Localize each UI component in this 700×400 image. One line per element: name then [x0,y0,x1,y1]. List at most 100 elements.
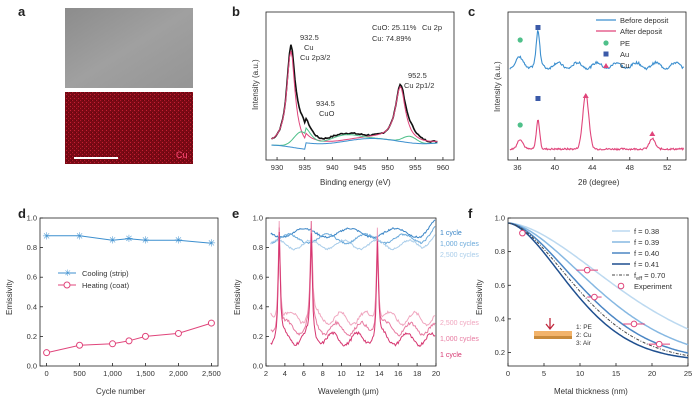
xps-x-tick-label: 940 [326,163,339,172]
xps-envelope-curve [271,44,438,143]
panel-e: 2 4 6 8 10 12 14 16 18 20 0.0 0.2 0.4 0.6 0.8 1.0 Emiss… [233,214,479,397]
xps-annotation-932-value: 932.5 [300,33,319,42]
e-y-tick-label: 0.4 [253,302,263,311]
legend-feff: feff = 0.70 [634,271,665,282]
d-heating-point [76,341,84,349]
d-cooling-point: ✳ [174,236,182,247]
legend-au-marker [603,51,609,57]
legend-cu: Cu [620,61,630,70]
xps-x-tick-label: 960 [437,163,450,172]
axis-ticks-e: 2 4 6 8 10 12 14 16 18 20 0.0 0.2 0.4 0.6 0.8 1.0 [253,214,441,379]
e-x-tick-label: 20 [432,369,440,378]
xps-xlabel: Binding energy (eV) [320,178,391,187]
panel-d: 0 500 1,000 1,500 2,000 2,500 0.0 0.2 0.4 0.6 0.8 1… [5,214,221,397]
f-y-tick-label: 0.8 [495,247,505,256]
panel-letter-e: e [232,206,239,221]
inset-label-air: 3: Air [576,340,592,347]
e-y-tick-label: 0.6 [253,273,263,282]
legend-cu-marker [603,63,609,68]
xps-annotation-932-orbital: Cu 2p3/2 [300,53,330,62]
f-model-curve [507,222,689,330]
axis-ticks-f: 0 5 10 15 20 25 0.2 0.4 0.6 0.8 1.0 [495,214,693,379]
xrd-before-curve [509,30,685,71]
plot-frame-d [39,217,219,367]
xps-legend-cu: Cu: 74.89% [372,34,412,43]
e-x-tick-label: 4 [283,369,287,378]
f-x-tick-label: 15 [612,369,620,378]
label-heating-1000-cycles: 1,000 cycles [440,336,479,343]
xps-x-tick-label: 935 [298,163,311,172]
e-x-tick-label: 2 [264,369,268,378]
panel-a: Cu [65,8,193,164]
f-xlabel: Metal thickness (nm) [554,387,628,396]
e-x-tick-label: 6 [302,369,306,378]
inset-layer-cu [534,336,572,339]
legend-feff-value: = 0.70 [642,271,665,280]
legend-cooling-marker: ✳ [64,268,72,278]
d-cooling-point: ✳ [207,239,215,250]
legend-pe-marker [603,40,609,46]
xrd-cu-marker [582,93,589,98]
xrd-x-tick-label: 40 [551,163,559,172]
d-x-tick-label: 1,000 [103,369,122,378]
f-x-tick-label: 20 [648,369,656,378]
series-f [507,222,689,359]
xps-legend-tag: Cu 2p [422,23,442,32]
d-cooling-point: ✳ [125,234,133,245]
d-heating-point [43,349,51,357]
d-y-tick-label: 0.6 [27,273,37,282]
f-y-tick-label: 0.2 [495,348,505,357]
d-heating-point [207,319,215,327]
d-x-tick-label: 0 [45,369,49,378]
xrd-x-tick-label: 52 [663,163,671,172]
xps-background-curve [271,138,438,150]
eds-cu-map [65,92,193,164]
xps-annotation-952-orbital: Cu 2p1/2 [404,81,434,90]
panel-letter-a: a [18,4,26,19]
series-e [270,219,436,348]
f-y-tick-label: 1.0 [495,214,505,223]
inset-label-pe: 1: PE [576,324,593,331]
panel-letter-f: f [468,206,473,221]
legend-feff-symbol: f [634,271,637,280]
legend-heating: Heating (coat) [82,281,130,290]
eds-map-label: Cu [176,150,188,160]
d-y-tick-label: 0.4 [27,302,37,311]
xps-ylabel: Intensity (a.u.) [251,59,260,110]
axis-ticks-d: 0 500 1,000 1,500 2,000 2,500 0.0 0.2 0.4 0.6 0.8 1… [27,214,221,379]
d-heating-point [109,340,117,348]
xrd-au-marker [535,96,541,101]
inset-arrow-icon [545,318,555,331]
xps-x-tick-label: 945 [354,163,367,172]
e-x-tick-label: 16 [394,369,402,378]
f-model-curve [507,222,689,359]
e-ylabel: Emissivity [233,279,242,315]
e-x-tick-label: 10 [337,369,345,378]
label-cooling-1-cycle: 1 cycle [440,230,462,237]
d-x-tick-label: 2,500 [202,369,221,378]
plot-frame-e [265,217,437,367]
e-spectrum-line [270,220,436,327]
xps-cu-fit-curve [271,50,438,142]
d-y-tick-label: 0.2 [27,332,37,341]
xps-x-tick-label: 955 [409,163,422,172]
e-y-tick-label: 0.8 [253,243,263,252]
d-x-tick-label: 2,000 [169,369,188,378]
xrd-after-curve [509,94,685,151]
f-x-tick-label: 25 [684,369,692,378]
e-spectrum-line [270,219,436,239]
e-x-tick-label: 12 [356,369,364,378]
e-xlabel: Wavelength (μm) [318,387,379,396]
e-y-tick-label: 1.0 [253,214,263,223]
xps-x-tick-label: 950 [381,163,394,172]
e-spectrum-line [270,225,436,245]
d-xlabel: Cycle number [96,387,146,396]
d-cooling-point: ✳ [108,236,116,247]
legend-f038: f = 0.38 [634,227,659,236]
f-ylabel: Emissivity [475,279,484,315]
xrd-au-marker [535,25,541,30]
d-y-tick-label: 0.0 [27,362,37,371]
xps-annotation-932-species: Cu [304,43,314,52]
e-spectrum-line [270,220,436,337]
